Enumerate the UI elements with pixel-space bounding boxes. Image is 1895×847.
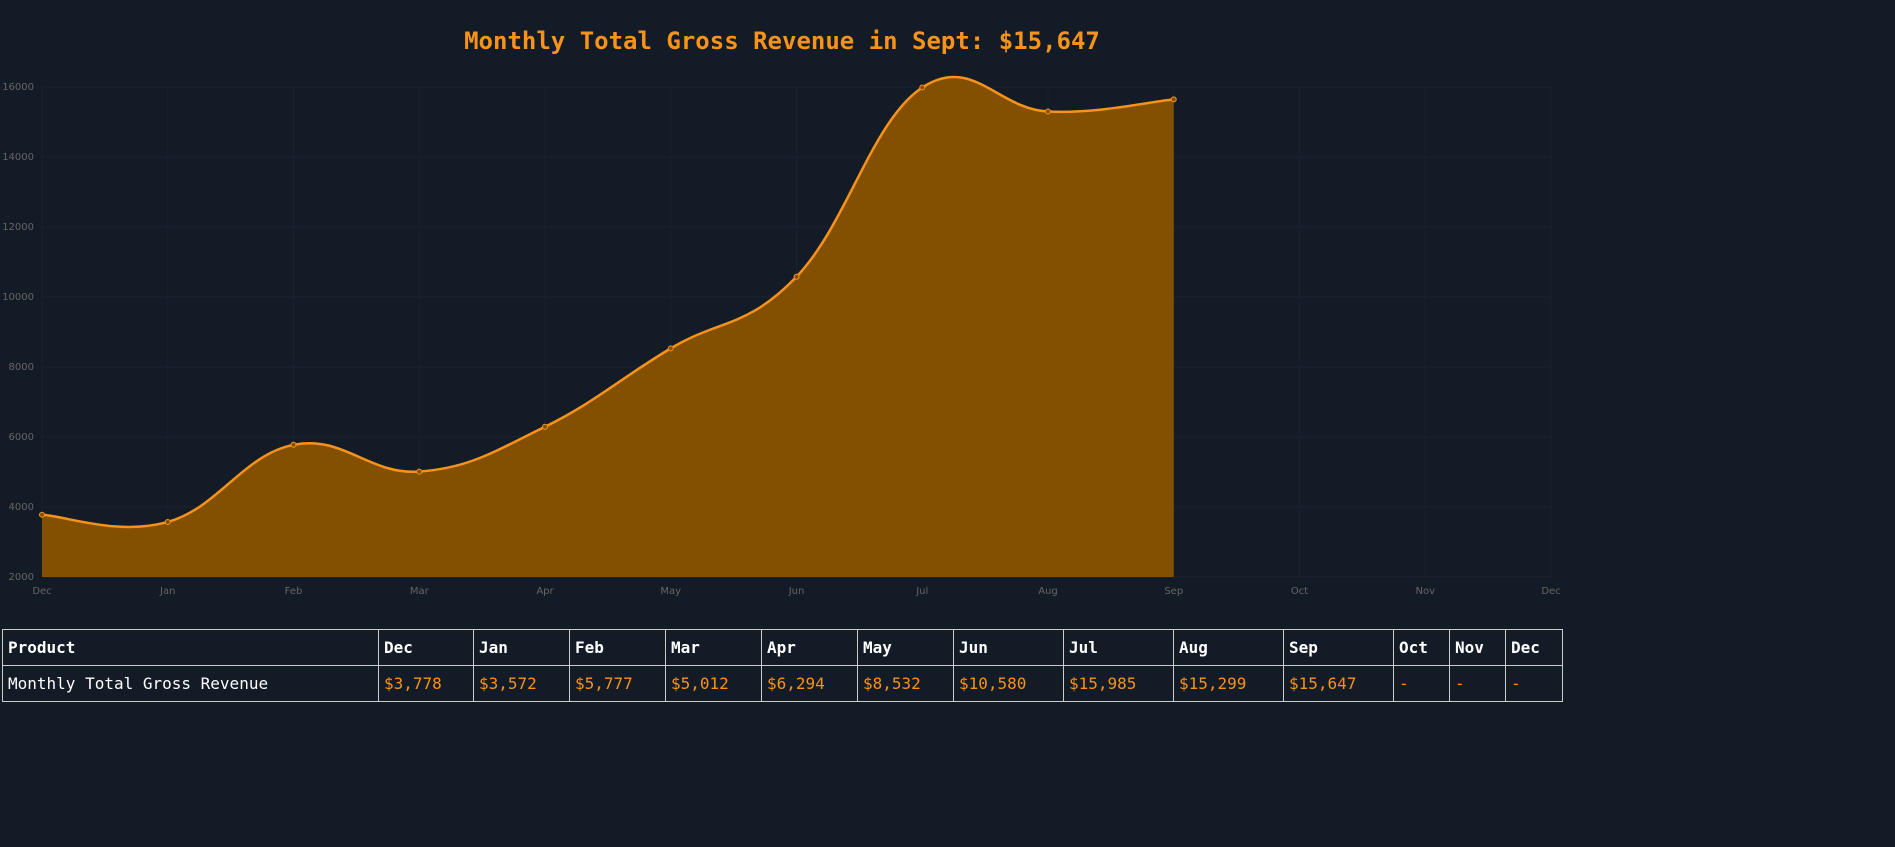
data-table: Product Dec Jan Feb Mar Apr May Jun Jul Aug Sep Oct… [2,629,1563,702]
table-cell: $15,647 [1283,665,1394,702]
table-cell: May [857,629,954,666]
point [164,518,171,525]
table-cell: Aug [1173,629,1284,666]
y-tick-label: 4000 [9,502,34,513]
point [290,441,297,448]
area [42,76,1174,577]
line [41,75,1174,529]
table-cell: $3,572 [473,665,570,702]
x-tick-label: Feb [285,586,303,597]
table-cell: Monthly Total Gross Revenue [2,665,379,702]
y-tick-label: 10000 [2,292,34,303]
table-cell: Oct [1393,629,1450,666]
chart: Monthly Total Gross Revenue in Sept: $15… [2,27,1560,597]
table-cell: $3,778 [378,665,474,702]
chart-title: Monthly Total Gross Revenue in Sept: $15… [464,27,1100,55]
table-cell: Dec [1505,629,1563,666]
x-tick-label: Jun [788,586,805,597]
point [416,468,423,475]
table-cell: Jan [473,629,570,666]
table-cell: Mar [665,629,762,666]
table-cell: $10,580 [953,665,1064,702]
point [1045,108,1051,115]
x-tick-label: Dec [1541,586,1560,597]
x-tick-label: Jan [159,586,175,597]
table-cell: - [1393,665,1450,702]
x-tick-label: Jul [915,586,928,597]
point [793,273,800,280]
table-cell: Apr [761,629,858,666]
table-cell: $5,777 [569,665,666,702]
y-tick-label: 8000 [9,362,34,373]
point [919,84,926,91]
x-tick-label: Nov [1415,586,1435,597]
y-tick-label: 16000 [2,82,34,93]
table-cell: Product [2,629,379,666]
table-cell: $6,294 [761,665,858,702]
y-tick-label: 12000 [2,222,34,233]
point [667,345,674,352]
table-cell: $8,532 [857,665,954,702]
y-tick-label: 14000 [2,152,34,163]
y-tick-label: 2000 [9,572,34,583]
point [1170,96,1177,103]
x-tick-label: Apr [536,586,554,597]
table-cell: - [1505,665,1563,702]
x-tick-label: Mar [410,586,430,597]
point [39,511,45,518]
table-cell: Dec [378,629,474,666]
x-tick-label: Aug [1038,586,1058,597]
table-row: Product Dec Jan Feb Mar Apr May Jun Jul Aug Sep Oct… [2,629,1563,666]
table-cell: Feb [569,629,666,666]
table-cell: $5,012 [665,665,762,702]
table-cell: Jul [1063,629,1174,666]
x-tick-label: Sep [1164,586,1183,597]
table-cell: - [1449,665,1506,702]
x-tick-label: Oct [1291,586,1308,597]
table-cell: $15,985 [1063,665,1174,702]
x-tick-label: Dec [32,586,51,597]
y-tick-label: 6000 [9,432,34,443]
table-row: Monthly Total Gross Revenue $3,778 $3,572 $… [2,665,1563,702]
table-cell: Jun [953,629,1064,666]
x-tick-label: May [660,586,681,597]
table-cell: Sep [1283,629,1394,666]
table-cell: $15,299 [1173,665,1284,702]
table-cell: Nov [1449,629,1506,666]
point [542,423,548,430]
